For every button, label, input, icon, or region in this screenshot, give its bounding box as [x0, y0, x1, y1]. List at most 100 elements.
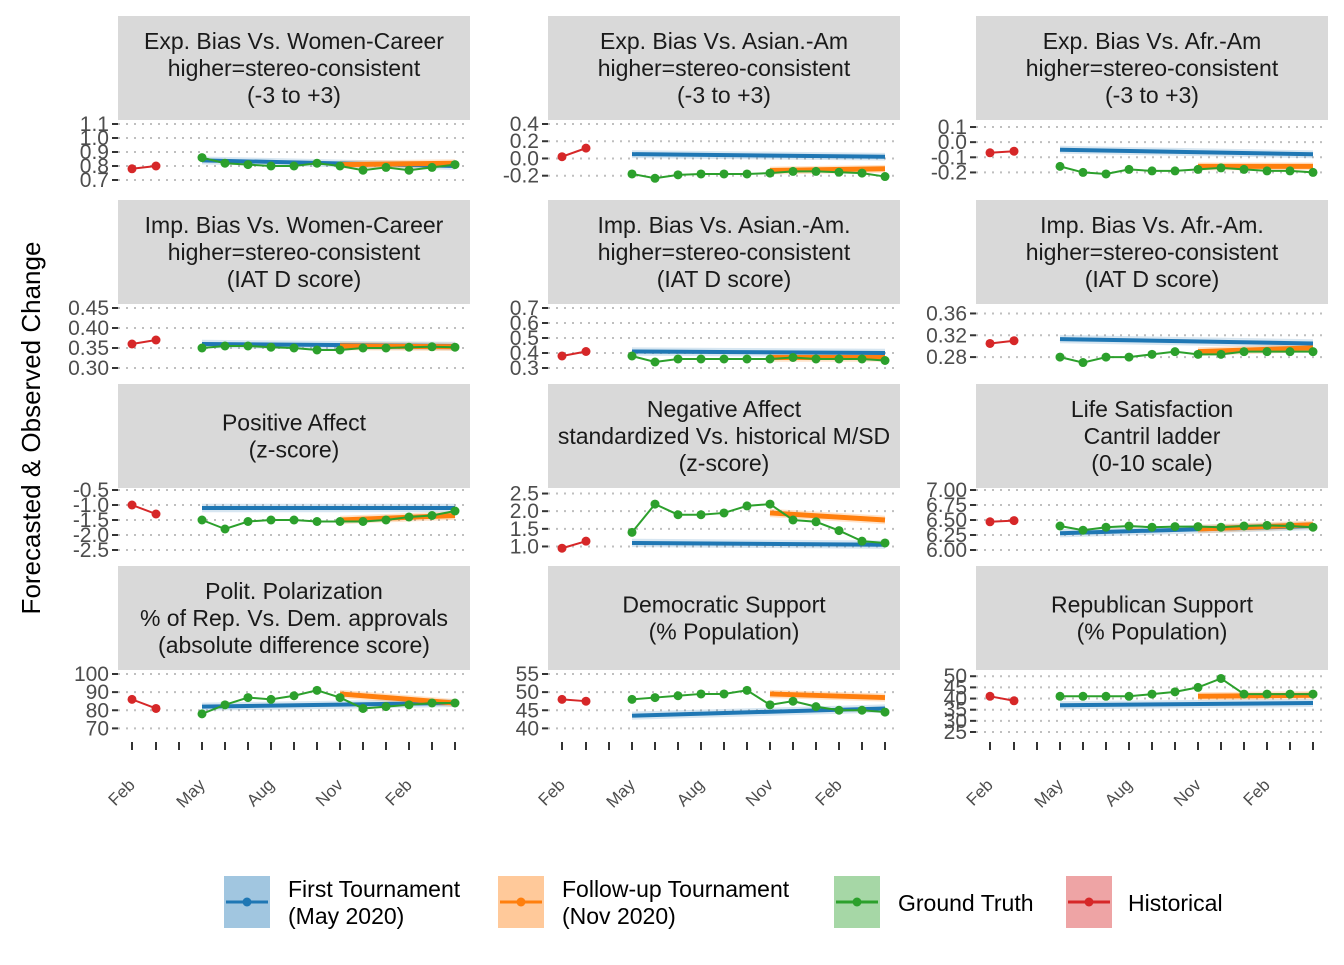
ground-truth-point	[742, 169, 752, 179]
panel-title-line: Exp. Bias Vs. Asian.-Am	[600, 28, 848, 54]
historical-point	[985, 517, 995, 527]
ground-truth-point	[650, 693, 660, 703]
y-tick-label: -2.5	[73, 539, 109, 562]
panel-title-line: standardized Vs. historical M/SD	[558, 423, 890, 449]
y-tick-label: 0.6	[510, 312, 539, 335]
historical-point	[581, 347, 591, 356]
panel-7: Positive Affect(z-score) -2.5-2.0-1.5-1.0…	[73, 384, 470, 562]
ground-truth-point	[1078, 167, 1088, 177]
ground-truth-point	[1193, 522, 1203, 532]
legend-label: First Tournament	[288, 876, 461, 902]
ground-truth-point	[450, 160, 460, 170]
panel-title-line: Republican Support	[1051, 592, 1254, 618]
legend-key-point	[852, 897, 862, 907]
x-tick-label: Feb	[1240, 775, 1274, 809]
first-mean-line	[1059, 337, 1314, 346]
ground-truth-point	[673, 354, 683, 364]
ground-truth-point	[1239, 521, 1249, 531]
panel-4: Imp. Bias Vs. Women-Careerhigher=stereo-…	[68, 200, 470, 380]
y-tick-label: 2.5	[510, 483, 539, 506]
panel-5: Imp. Bias Vs. Asian.-Am.higher=stereo-co…	[510, 200, 900, 380]
ground-truth-point	[197, 515, 207, 525]
ground-truth-point	[650, 357, 660, 367]
ground-truth-point	[381, 702, 391, 712]
historical-point	[557, 543, 567, 553]
panel-title-line: (-3 to +3)	[247, 82, 341, 108]
ground-truth-point	[696, 689, 706, 699]
ground-truth-point	[1124, 691, 1134, 701]
ground-truth-point	[1147, 689, 1157, 699]
ground-truth-point	[266, 342, 276, 352]
historical-point	[581, 536, 591, 546]
y-tick-label: 6.00	[926, 539, 967, 562]
ground-truth-point	[880, 172, 890, 182]
first-mean-line	[631, 540, 886, 547]
historical-point	[557, 694, 567, 704]
y-tick-label: 40	[944, 688, 967, 711]
ground-truth-point	[1216, 163, 1226, 173]
ground-truth-point	[1170, 687, 1180, 697]
historical-point	[557, 351, 567, 361]
ground-truth-point	[765, 354, 775, 364]
ground-truth-point	[765, 499, 775, 509]
ground-truth-point	[335, 693, 345, 703]
ground-truth-point	[1239, 347, 1249, 357]
panel-title-line: higher=stereo-consistent	[168, 239, 421, 265]
ground-truth-point	[788, 696, 798, 706]
ground-truth-point	[811, 702, 821, 712]
ground-truth-point	[1101, 169, 1111, 179]
ground-truth-point	[1308, 689, 1318, 699]
ground-truth-point	[811, 354, 821, 364]
ground-truth-point	[719, 354, 729, 364]
panel-title-line: Life Satisfaction	[1071, 396, 1233, 422]
ground-truth-point	[1216, 673, 1226, 683]
historical-point	[985, 338, 995, 348]
ground-truth-point	[719, 169, 729, 179]
ground-truth-point	[243, 693, 253, 703]
ground-truth-point	[427, 342, 437, 352]
panel-title-line: higher=stereo-consistent	[1026, 55, 1279, 81]
x-tick-label: May	[603, 775, 639, 811]
y-tick-label: 0.4	[510, 342, 540, 365]
ground-truth-point	[857, 705, 867, 715]
y-tick-label: -0.2	[503, 165, 539, 188]
first-mean-line	[631, 349, 886, 355]
legend-key-point	[1084, 897, 1094, 907]
ground-truth-point	[1239, 164, 1249, 174]
ground-truth-point	[1308, 347, 1318, 357]
ground-truth-point	[1285, 347, 1295, 357]
y-tick-label: 0.7	[510, 297, 539, 320]
panel-title-line: Exp. Bias Vs. Afr.-Am	[1043, 28, 1262, 54]
panel-title-line: Exp. Bias Vs. Women-Career	[144, 28, 444, 54]
panel-10: Polit. Polarization% of Rep. Vs. Dem. ap…	[74, 566, 470, 812]
ground-truth-point	[404, 512, 414, 522]
y-tick-label: 30	[944, 710, 967, 733]
first-mean-line	[1059, 701, 1314, 708]
ground-truth-point	[243, 160, 253, 170]
y-tick-label: 6.50	[926, 509, 967, 532]
ground-truth-point	[719, 689, 729, 699]
historical-point	[1009, 336, 1019, 346]
ground-truth-point	[1124, 164, 1134, 174]
panel-strip	[548, 384, 900, 488]
ground-truth-point	[834, 526, 844, 536]
panel-strip	[976, 566, 1328, 670]
ground-truth-point	[742, 685, 752, 695]
historical-point	[127, 164, 137, 174]
ground-truth-point	[335, 161, 345, 171]
followup-mean-line	[339, 160, 456, 168]
ground-truth-point	[450, 342, 460, 352]
ground-truth-point	[834, 167, 844, 177]
ground-truth-point	[880, 707, 890, 717]
ground-truth-point	[1124, 352, 1134, 362]
x-tick-label: Aug	[1101, 775, 1136, 810]
ground-truth-point	[834, 705, 844, 715]
y-tick-label: 0.30	[68, 357, 109, 380]
historical-point	[151, 509, 161, 519]
followup-mean-line	[1197, 345, 1314, 355]
ground-truth-point	[404, 342, 414, 352]
panel-strip	[118, 566, 470, 670]
ground-truth-point	[450, 698, 460, 708]
ground-truth-point	[765, 168, 775, 178]
